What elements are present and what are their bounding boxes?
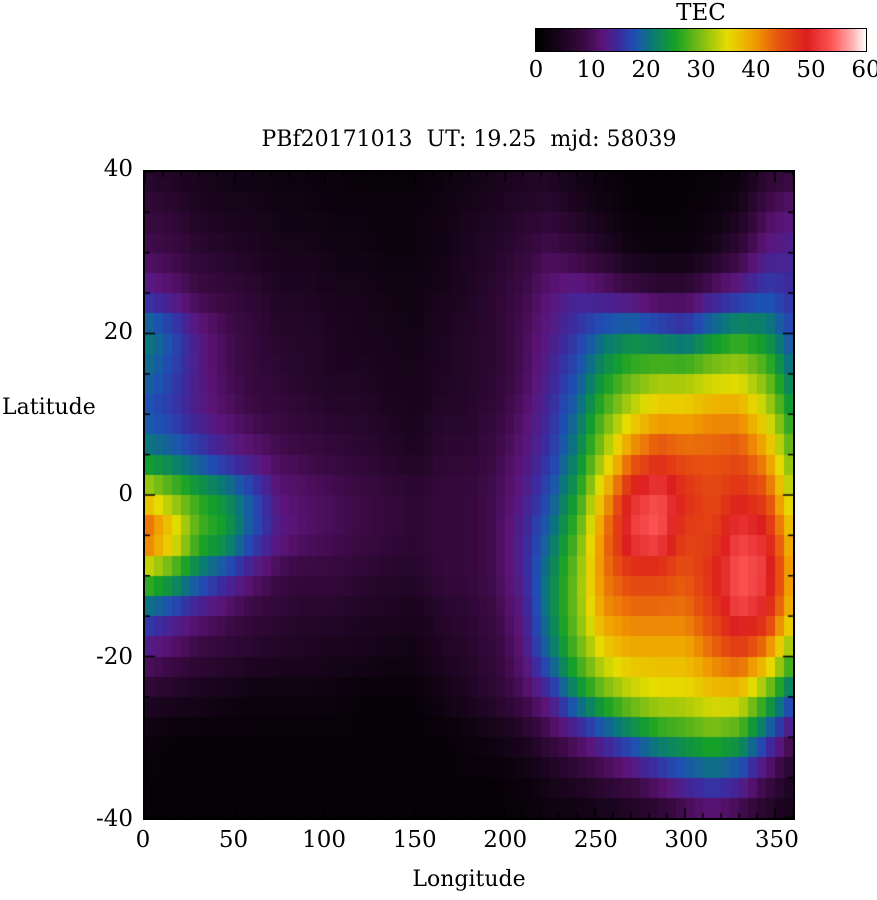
colorbar-tick-label: 10 bbox=[576, 57, 606, 83]
colorbar-tick-label: 20 bbox=[631, 57, 661, 83]
colorbar-tick-label: 40 bbox=[741, 57, 771, 83]
x-tick-label: 350 bbox=[754, 827, 799, 853]
heatmap-canvas bbox=[145, 172, 793, 818]
y-tick-label: 0 bbox=[118, 481, 133, 507]
y-tick-label: -40 bbox=[95, 806, 133, 832]
y-tick-label: -20 bbox=[95, 643, 133, 670]
colorbar-title: TEC bbox=[676, 0, 726, 26]
x-tick-label: 250 bbox=[573, 827, 618, 853]
plot-title: PBf20171013 UT: 19.25 mjd: 58039 bbox=[261, 127, 677, 152]
x-axis-label: Longitude bbox=[412, 867, 526, 892]
x-tick-label: 0 bbox=[135, 827, 151, 853]
y-tick-label: 40 bbox=[103, 156, 133, 182]
y-axis-label: Latitude bbox=[2, 395, 96, 420]
colorbar-canvas bbox=[536, 29, 866, 51]
x-tick-label: 100 bbox=[302, 827, 347, 853]
colorbar-tick-label: 30 bbox=[686, 57, 716, 83]
y-tick-label: 20 bbox=[103, 318, 133, 345]
x-tick-label: 300 bbox=[664, 827, 709, 853]
x-tick-label: 150 bbox=[392, 827, 437, 853]
colorbar-tick-label: 60 bbox=[851, 57, 877, 83]
colorbar-tick-label: 0 bbox=[528, 57, 544, 83]
colorbar-tick-label: 50 bbox=[796, 57, 826, 83]
heatmap-plot-area bbox=[143, 170, 795, 820]
x-tick-label: 50 bbox=[218, 827, 249, 853]
x-tick-label: 200 bbox=[483, 827, 528, 853]
colorbar bbox=[535, 28, 867, 52]
